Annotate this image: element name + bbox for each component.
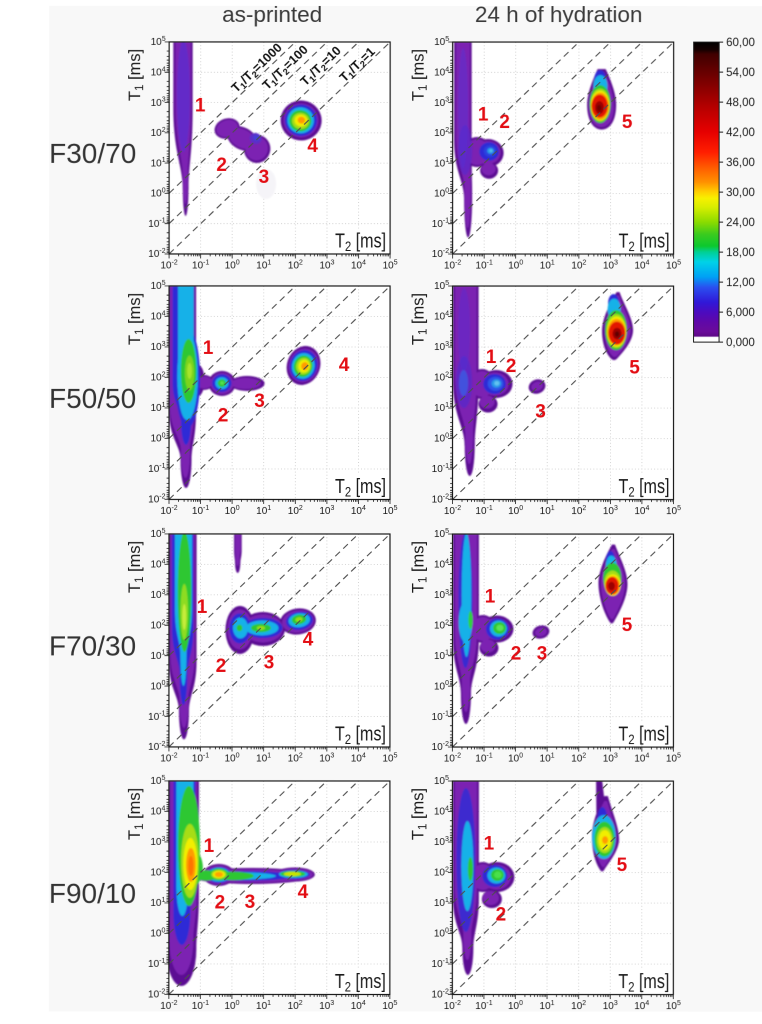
svg-text:3: 3 bbox=[264, 652, 275, 673]
svg-text:T2 [ms]: T2 [ms] bbox=[619, 231, 670, 255]
svg-text:4: 4 bbox=[339, 355, 350, 376]
svg-text:1: 1 bbox=[478, 104, 489, 125]
svg-text:5: 5 bbox=[617, 855, 628, 876]
svg-text:2: 2 bbox=[506, 356, 517, 377]
svg-text:T1 [ms]: T1 [ms] bbox=[410, 49, 430, 101]
svg-text:24,00: 24,00 bbox=[726, 217, 755, 229]
svg-text:2: 2 bbox=[496, 904, 507, 925]
svg-text:1: 1 bbox=[204, 836, 215, 857]
svg-text:T2 [ms]: T2 [ms] bbox=[335, 971, 386, 995]
svg-text:T1 [ms]: T1 [ms] bbox=[126, 788, 146, 840]
svg-text:F30/70: F30/70 bbox=[49, 138, 136, 169]
svg-text:60,00: 60,00 bbox=[726, 37, 755, 49]
svg-text:3: 3 bbox=[259, 167, 270, 188]
svg-text:48,00: 48,00 bbox=[726, 97, 755, 109]
svg-text:3: 3 bbox=[254, 391, 265, 412]
svg-text:T2 [ms]: T2 [ms] bbox=[618, 971, 669, 995]
svg-text:4: 4 bbox=[298, 882, 309, 903]
svg-text:1: 1 bbox=[485, 586, 496, 607]
svg-text:T1 [ms]: T1 [ms] bbox=[126, 49, 146, 101]
svg-text:2: 2 bbox=[218, 405, 229, 426]
svg-text:T2 [ms]: T2 [ms] bbox=[619, 476, 670, 500]
svg-text:3: 3 bbox=[245, 892, 256, 913]
svg-text:T1 [ms]: T1 [ms] bbox=[409, 541, 429, 593]
svg-text:T1 [ms]: T1 [ms] bbox=[409, 788, 429, 840]
svg-text:1: 1 bbox=[484, 833, 495, 854]
svg-text:30,00: 30,00 bbox=[726, 187, 755, 199]
svg-text:T2 [ms]: T2 [ms] bbox=[335, 723, 386, 747]
svg-text:2: 2 bbox=[216, 656, 227, 677]
svg-text:1: 1 bbox=[195, 95, 206, 116]
svg-text:T1 [ms]: T1 [ms] bbox=[126, 293, 146, 345]
svg-text:T1 [ms]: T1 [ms] bbox=[410, 293, 430, 345]
svg-text:0,000: 0,000 bbox=[726, 337, 755, 349]
svg-text:5: 5 bbox=[622, 112, 633, 133]
svg-text:2: 2 bbox=[216, 155, 227, 176]
svg-text:2: 2 bbox=[499, 112, 510, 133]
svg-text:T1 [ms]: T1 [ms] bbox=[126, 541, 146, 593]
svg-text:36,00: 36,00 bbox=[726, 157, 755, 169]
svg-text:24 h of hydration: 24 h of hydration bbox=[475, 2, 643, 27]
svg-text:T2 [ms]: T2 [ms] bbox=[335, 230, 386, 254]
svg-text:5: 5 bbox=[622, 615, 633, 636]
svg-text:1: 1 bbox=[203, 338, 214, 359]
svg-text:1: 1 bbox=[486, 347, 497, 368]
svg-text:as-printed: as-printed bbox=[222, 2, 322, 27]
svg-text:54,00: 54,00 bbox=[726, 67, 755, 79]
svg-text:F90/10: F90/10 bbox=[49, 878, 136, 909]
svg-text:18,00: 18,00 bbox=[726, 247, 755, 259]
svg-text:T2 [ms]: T2 [ms] bbox=[335, 476, 386, 500]
svg-text:1: 1 bbox=[197, 597, 208, 618]
svg-text:F70/30: F70/30 bbox=[49, 631, 136, 662]
svg-text:42,00: 42,00 bbox=[726, 127, 755, 139]
svg-text:3: 3 bbox=[537, 643, 548, 664]
svg-text:F50/50: F50/50 bbox=[49, 383, 136, 414]
svg-text:2: 2 bbox=[215, 892, 226, 913]
svg-text:4: 4 bbox=[307, 136, 318, 157]
svg-text:T2 [ms]: T2 [ms] bbox=[618, 724, 669, 748]
svg-text:12,00: 12,00 bbox=[726, 277, 755, 289]
svg-text:4: 4 bbox=[303, 629, 314, 650]
svg-text:2: 2 bbox=[511, 643, 522, 664]
svg-text:6,000: 6,000 bbox=[726, 307, 755, 319]
svg-text:5: 5 bbox=[629, 357, 640, 378]
svg-text:3: 3 bbox=[535, 401, 546, 422]
